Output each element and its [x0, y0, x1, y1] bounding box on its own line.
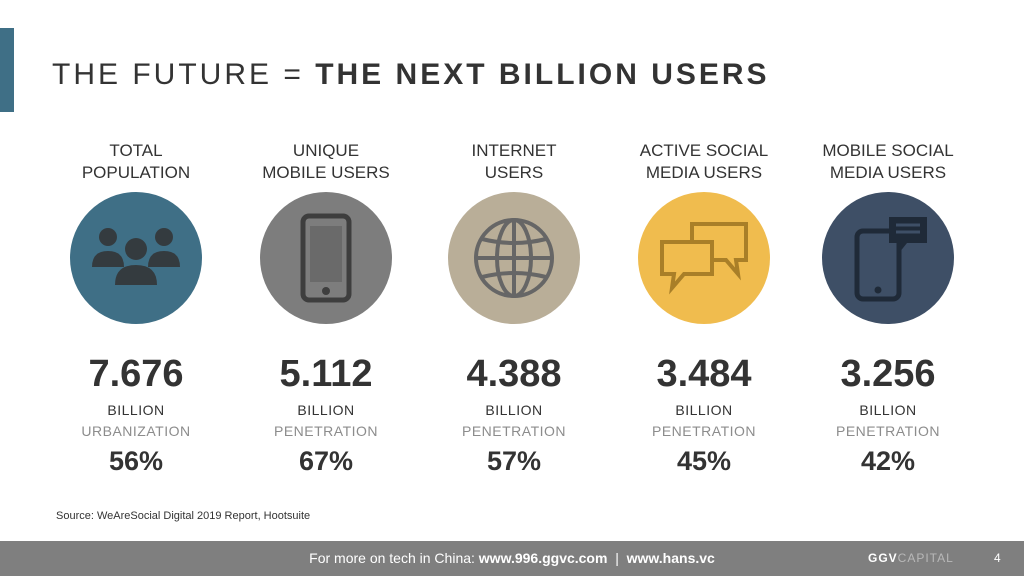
ggv-capital-logo: GGVCAPITAL [868, 541, 954, 576]
stat-percent: 67% [298, 446, 354, 476]
stat-value: 5.112 [279, 353, 373, 395]
stat-label: ACTIVE SOCIAL MEDIA USERS [609, 140, 799, 188]
people-icon [92, 228, 180, 285]
stat-circle [70, 192, 202, 324]
stat-percent: 57% [486, 446, 542, 476]
stat-value: 4.388 [466, 353, 562, 395]
stat-unit: BILLION [297, 402, 355, 418]
stat-value: 3.484 [656, 353, 752, 395]
stat-unit: BILLION [485, 402, 543, 418]
footer-prefix: For more on tech in China: [309, 550, 479, 566]
stat-circle [448, 192, 580, 324]
footer-separator: | [607, 550, 627, 566]
globe-icon [474, 218, 554, 298]
stat-unique-mobile-users: UNIQUE MOBILE USERS 5.112 BILLION PENETRA… [231, 140, 421, 480]
footer-bar: For more on tech in China: www.996.ggvc.… [0, 541, 1024, 576]
stat-sublabel: PENETRATION [835, 423, 941, 439]
footer-link-hans[interactable]: www.hans.vc [626, 550, 715, 566]
stat-label: UNIQUE MOBILE USERS [231, 140, 421, 188]
stat-sublabel: PENETRATION [461, 423, 567, 439]
stat-value: 3.256 [840, 353, 936, 395]
stat-total-population: TOTAL POPULATION 7.676 BILLION URBANIZATI… [41, 140, 231, 480]
stat-label: INTERNET USERS [419, 140, 609, 188]
stat-percent: 56% [108, 446, 164, 476]
stat-label-line: INTERNET [471, 141, 557, 160]
stat-label-line: MEDIA USERS [829, 163, 947, 182]
stat-unit: BILLION [107, 402, 165, 418]
title-accent-bar [0, 28, 14, 112]
stat-percent: 42% [860, 446, 916, 476]
source-citation: Source: WeAreSocial Digital 2019 Report,… [56, 510, 311, 522]
stat-label-line: POPULATION [81, 163, 191, 182]
stat-circle [260, 192, 392, 324]
page-number: 4 [994, 551, 1001, 565]
logo-bold-text: GGV [868, 551, 898, 565]
page-title: THE FUTURE = THE NEXT BILLION USERS [52, 58, 770, 92]
mobile-chat-icon [854, 217, 927, 302]
stat-label-line: UNIQUE [292, 141, 360, 160]
stat-sublabel: PENETRATION [273, 423, 379, 439]
stat-label-line: TOTAL [109, 141, 163, 160]
mobile-phone-icon [300, 213, 352, 303]
stat-label-line: MOBILE USERS [262, 163, 390, 182]
stat-value: 7.676 [88, 353, 184, 395]
stat-mobile-social-media-users: MOBILE SOCIAL MEDIA USERS 3.256 BILLION P… [793, 140, 983, 480]
stat-label-line: ACTIVE SOCIAL [639, 141, 769, 160]
logo-faint-text: CAPITAL [897, 551, 954, 565]
page-title-bold: THE NEXT BILLION USERS [315, 58, 770, 91]
stat-unit: BILLION [859, 402, 917, 418]
stat-percent: 45% [676, 446, 732, 476]
stat-sublabel: PENETRATION [651, 423, 757, 439]
stat-label-line: MOBILE SOCIAL [822, 141, 954, 160]
stat-unit: BILLION [675, 402, 733, 418]
chat-bubbles-icon [660, 222, 748, 295]
stat-circle [822, 192, 954, 324]
stat-active-social-media-users: ACTIVE SOCIAL MEDIA USERS 3.484 BILLION P… [609, 140, 799, 480]
footer-link-ggvc[interactable]: www.996.ggvc.com [478, 550, 608, 566]
stat-sublabel: URBANIZATION [81, 423, 191, 439]
stat-label: TOTAL POPULATION [41, 140, 231, 188]
stat-label-line: MEDIA USERS [645, 163, 763, 182]
stat-circle [638, 192, 770, 324]
page-title-light: THE FUTURE = [52, 58, 316, 91]
footer-text: For more on tech in China: www.996.ggvc.… [0, 541, 1024, 576]
stat-label: MOBILE SOCIAL MEDIA USERS [793, 140, 983, 188]
stat-label-line: USERS [484, 163, 544, 182]
stat-internet-users: INTERNET USERS 4.388 BILLION PENETRATION … [419, 140, 609, 480]
